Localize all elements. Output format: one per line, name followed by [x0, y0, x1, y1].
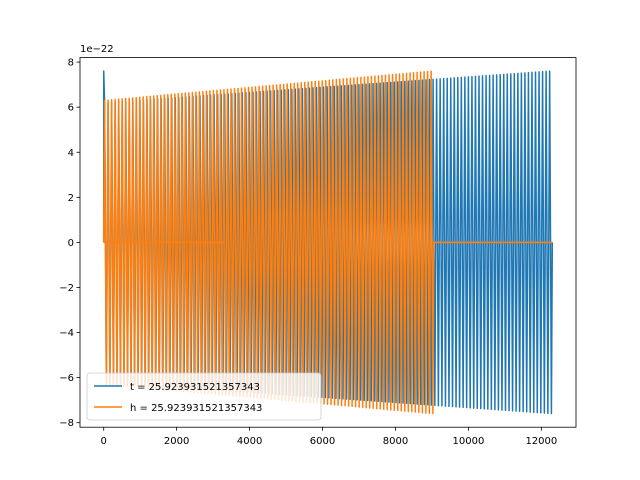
y-tick-label: 6 — [68, 103, 74, 114]
x-tick-label: 8000 — [383, 436, 408, 447]
plot-lines — [102, 70, 554, 415]
x-axis: 0 2000 4000 6000 8000 10000 12000 — [101, 427, 557, 447]
y-tick-label: −6 — [59, 373, 74, 384]
y-tick-label: −8 — [59, 418, 74, 429]
x-tick-label: 4000 — [237, 436, 262, 447]
y-tick-label: −4 — [59, 328, 74, 339]
x-tick-label: 12000 — [525, 436, 557, 447]
x-tick-label: 6000 — [310, 436, 335, 447]
legend-label: h = 25.923931521357343 — [130, 403, 262, 414]
y-tick-label: 4 — [68, 148, 74, 159]
series-line-h — [102, 70, 553, 415]
y-tick-label: 2 — [68, 193, 74, 204]
y-tick-label: −2 — [59, 283, 74, 294]
legend: t = 25.923931521357343 h = 25.92393152135… — [86, 372, 322, 421]
y-axis: −8 −6 −4 −2 0 2 4 6 8 — [59, 58, 80, 429]
x-tick-label: 10000 — [453, 436, 485, 447]
y-tick-label: 0 — [68, 238, 74, 249]
legend-box — [86, 372, 322, 421]
legend-label: t = 25.923931521357343 — [130, 382, 260, 393]
y-offset-label: 1e−22 — [80, 44, 114, 55]
y-tick-label: 8 — [68, 58, 74, 69]
x-tick-label: 0 — [101, 436, 107, 447]
x-tick-label: 2000 — [164, 436, 189, 447]
